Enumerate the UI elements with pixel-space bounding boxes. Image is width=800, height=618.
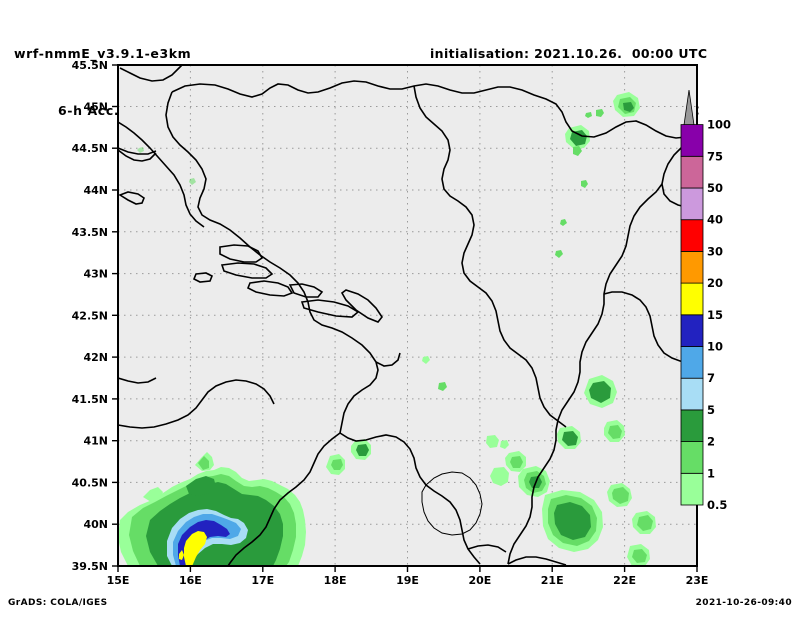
y-tick-label: 43.5N xyxy=(72,226,108,239)
y-tick-label: 44.5N xyxy=(72,142,108,155)
colorbar-tick-label: 15 xyxy=(707,308,723,322)
colorbar-tick-label: 7 xyxy=(707,371,715,385)
colorbar-band-75-100 xyxy=(680,124,704,157)
y-tick-label: 40.5N xyxy=(72,476,108,489)
y-tick-label: 40N xyxy=(83,518,108,531)
precip-band-1-2-b xyxy=(198,456,209,470)
y-axis: 39.5N 40N 40.5N 41N 41.5N 42N 42.5N 43N … xyxy=(72,59,118,573)
precip-band-15-20-b xyxy=(179,550,184,560)
x-tick-label: 18E xyxy=(324,574,347,587)
colorbar-tick-label: 1 xyxy=(707,466,715,480)
generation-timestamp: 2021-10-26-09:40 xyxy=(695,598,792,608)
colorbar-tick-label: 50 xyxy=(707,181,723,195)
colorbar-band-0.5-1 xyxy=(680,472,704,506)
x-tick-label: 16E xyxy=(179,574,202,587)
y-tick-label: 41.5N xyxy=(72,393,108,406)
x-tick-label: 22E xyxy=(613,574,636,587)
y-tick-label: 44N xyxy=(83,184,108,197)
colorbar-band-15-20 xyxy=(680,282,704,316)
colorbar-band-10-15 xyxy=(680,314,704,347)
colorbar-tick-label: 20 xyxy=(707,276,723,290)
colorbar-band-20-30 xyxy=(680,250,704,284)
colorbar-band-5-7 xyxy=(680,377,704,411)
grads-credit: GrADS: COLA/IGES xyxy=(8,598,108,608)
colorbar-band-50-75 xyxy=(680,155,704,189)
initialisation-time: initialisation: 2021.10.26. 00:00 UTC xyxy=(430,46,708,61)
y-tick-label: 43N xyxy=(83,268,108,281)
y-tick-label: 45.5N xyxy=(72,59,108,72)
colorbar-tick-label: 100 xyxy=(707,118,731,132)
x-tick-label: 19E xyxy=(396,574,419,587)
colorbar-tick-label: 0.5 xyxy=(707,498,727,512)
y-tick-label: 39.5N xyxy=(72,560,108,573)
y-tick-label: 41N xyxy=(83,435,108,448)
colorbar-band-1-2 xyxy=(680,441,704,474)
precip-band-0.5-1-c xyxy=(143,487,163,502)
y-tick-label: 42.5N xyxy=(72,309,108,322)
colorbar-band-7-10 xyxy=(680,346,704,379)
colorbar-tick-label: 10 xyxy=(707,340,723,354)
x-axis: 15E 16E 17E 18E 19E 20E 21E 22E 23E xyxy=(107,566,709,587)
precip-cells-east xyxy=(137,92,656,566)
colorbar-tick-label: 30 xyxy=(707,244,723,258)
colorbar: 0.5 1 2 5 7 10 15 20 30 40 50 75 100 xyxy=(680,89,731,512)
colorbar-band-2-5 xyxy=(680,409,704,442)
colorbar-tick-label: 2 xyxy=(707,435,715,449)
y-tick-label: 42N xyxy=(83,351,108,364)
x-tick-label: 21E xyxy=(541,574,564,587)
precip-band-15-20 xyxy=(184,531,207,566)
coastlines-and-borders xyxy=(118,65,697,566)
x-tick-label: 23E xyxy=(686,574,709,587)
precip-band-2-5-inner xyxy=(186,476,216,496)
precipitation-field xyxy=(118,92,656,566)
colorbar-tick-label: 75 xyxy=(707,149,723,163)
colorbar-tick-label: 5 xyxy=(707,403,715,417)
x-tick-label: 20E xyxy=(468,574,491,587)
y-tick-label: 45N xyxy=(83,101,108,114)
x-tick-label: 17E xyxy=(251,574,274,587)
x-tick-label: 15E xyxy=(107,574,130,587)
colorbar-band-30-40 xyxy=(680,219,704,252)
model-name: wrf-nmmE_v3.9.1-e3km xyxy=(14,46,192,61)
colorbar-tick-label: 40 xyxy=(707,213,723,227)
colorbar-band-40-50 xyxy=(680,187,704,221)
